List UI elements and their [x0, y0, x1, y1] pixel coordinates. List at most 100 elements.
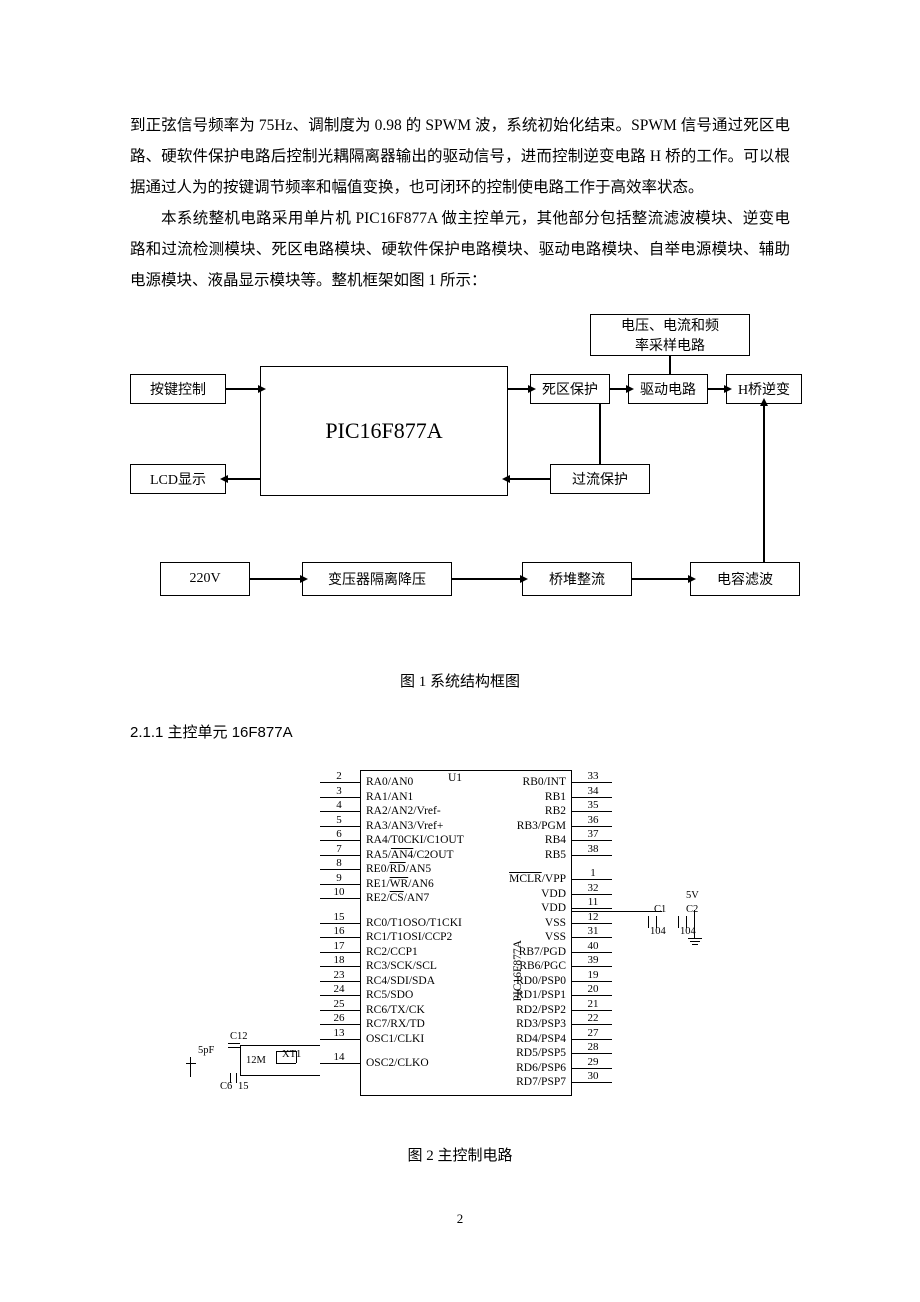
figure-2-caption: 图 2 主控制电路	[130, 1144, 790, 1165]
page-number: 2	[0, 1211, 920, 1227]
pin-label: RC0/T1OSO/T1CKI	[366, 917, 462, 929]
block-cap: 电容滤波	[690, 562, 800, 596]
pin-label: RB5	[545, 849, 566, 861]
block-dead: 死区保护	[530, 374, 610, 404]
pin-label: RA2/AN2/Vref-	[366, 805, 441, 817]
pin-number: 31	[578, 925, 608, 937]
pin-label: RA0/AN0	[366, 776, 413, 788]
pin-label: RB4	[545, 834, 566, 846]
pin-number: 12	[578, 911, 608, 923]
pin-number: 24	[324, 983, 354, 995]
pin-number: 18	[324, 954, 354, 966]
pin-label: RD7/PSP7	[516, 1076, 566, 1088]
pin-label: RD1/PSP1	[516, 989, 566, 1001]
section-heading: 2.1.1 主控单元 16F877A	[130, 721, 790, 742]
pin-label: RD6/PSP6	[516, 1062, 566, 1074]
pin-label: RB6/PGC	[519, 960, 566, 972]
block-oc: 过流保护	[550, 464, 650, 494]
block-drive: 驱动电路	[628, 374, 708, 404]
pin-label: RC6/TX/CK	[366, 1004, 425, 1016]
pin-number: 20	[578, 983, 608, 995]
pin-number: 30	[578, 1070, 608, 1082]
pin-label: RD0/PSP0	[516, 975, 566, 987]
pin-label: RD5/PSP5	[516, 1047, 566, 1059]
pin-label: VSS	[545, 917, 566, 929]
block-mcu: PIC16F877A	[260, 366, 508, 496]
label-104a: 104	[650, 926, 666, 937]
pin-label: RE2/CS/AN7	[366, 892, 429, 904]
figure-1-block-diagram: 电压、电流和频率采样电路按键控制PIC16F877A死区保护驱动电路H桥逆变LC…	[130, 314, 790, 656]
pin-label: RB0/INT	[523, 776, 566, 788]
pin-number: 5	[324, 814, 354, 826]
pin-label: RC3/SCK/SCL	[366, 960, 437, 972]
block-lcd: LCD显示	[130, 464, 226, 494]
pin-label: OSC2/CLKO	[366, 1057, 429, 1069]
label-c2: C2	[686, 904, 698, 915]
pin-label: RC7/RX/TD	[366, 1018, 425, 1030]
label-15: 15	[238, 1081, 249, 1092]
pin-number: 13	[324, 1027, 354, 1039]
pin-number: 37	[578, 828, 608, 840]
block-trans: 变压器隔离降压	[302, 562, 452, 596]
pin-label: RE1/WR/AN6	[366, 878, 434, 890]
block-v220: 220V	[160, 562, 250, 596]
pin-number: 10	[324, 886, 354, 898]
pin-number: 35	[578, 799, 608, 811]
pin-number: 33	[578, 770, 608, 782]
pin-number: 1	[578, 867, 608, 879]
pin-number: 23	[324, 969, 354, 981]
pin-number: 25	[324, 998, 354, 1010]
chip-refdes: U1	[448, 772, 462, 784]
paragraph-2: 本系统整机电路采用单片机 PIC16F877A 做主控单元，其他部分包括整流滤波…	[130, 203, 790, 296]
pin-label: OSC1/CLKI	[366, 1033, 424, 1045]
pin-number: 27	[578, 1027, 608, 1039]
pin-number: 2	[324, 770, 354, 782]
pin-label: RB2	[545, 805, 566, 817]
pin-number: 11	[578, 896, 608, 908]
pin-number: 28	[578, 1041, 608, 1053]
pin-label: RB1	[545, 791, 566, 803]
pin-number: 3	[324, 785, 354, 797]
pin-number: 21	[578, 998, 608, 1010]
pin-number: 29	[578, 1056, 608, 1068]
figure-1-caption: 图 1 系统结构框图	[130, 670, 790, 691]
pin-number: 40	[578, 940, 608, 952]
pin-number: 16	[324, 925, 354, 937]
pin-number: 26	[324, 1012, 354, 1024]
pin-label: RB3/PGM	[517, 820, 566, 832]
pin-number: 38	[578, 843, 608, 855]
pin-label: RA1/AN1	[366, 791, 413, 803]
pin-label: RA4/T0CKI/C1OUT	[366, 834, 464, 846]
pin-label: RD4/PSP4	[516, 1033, 566, 1045]
pin-label: RC4/SDI/SDA	[366, 975, 435, 987]
pin-label: RC1/T1OSI/CCP2	[366, 931, 452, 943]
pin-label: MCLR/VPP	[509, 873, 566, 885]
figure-2-schematic: U1PIC16F877A2RA0/AN03RA1/AN14RA2/AN2/Vre…	[190, 760, 730, 1130]
pin-label: RB7/PGD	[519, 946, 566, 958]
pin-label: RD3/PSP3	[516, 1018, 566, 1030]
pin-number: 7	[324, 843, 354, 855]
pin-label: RD2/PSP2	[516, 1004, 566, 1016]
pin-number: 39	[578, 954, 608, 966]
pin-number: 9	[324, 872, 354, 884]
pin-number: 4	[324, 799, 354, 811]
pin-label: RC2/CCP1	[366, 946, 418, 958]
label-c1: C1	[654, 904, 666, 915]
pin-label: RA3/AN3/Vref+	[366, 820, 443, 832]
pin-label: RC5/SDO	[366, 989, 413, 1001]
pin-label: VSS	[545, 931, 566, 943]
pin-label: VDD	[541, 888, 566, 900]
pin-label: RE0/RD/AN5	[366, 863, 431, 875]
block-sampling: 电压、电流和频率采样电路	[590, 314, 750, 356]
label-5pf: 5pF	[198, 1045, 214, 1056]
pin-number: 8	[324, 857, 354, 869]
pin-label: RA5/AN4/C2OUT	[366, 849, 454, 861]
block-key: 按键控制	[130, 374, 226, 404]
label-12m: 12M	[246, 1055, 266, 1066]
pin-number: 17	[324, 940, 354, 952]
label-5v: 5V	[686, 890, 699, 901]
pin-number: 36	[578, 814, 608, 826]
label-c12: C12	[230, 1031, 248, 1042]
pin-number: 6	[324, 828, 354, 840]
block-rect: 桥堆整流	[522, 562, 632, 596]
